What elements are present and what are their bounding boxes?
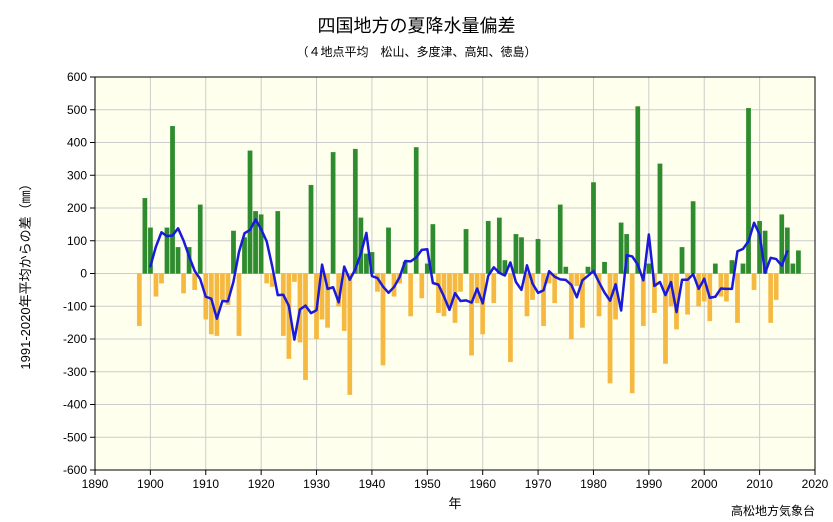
bar bbox=[486, 221, 490, 273]
x-tick-label: 1910 bbox=[192, 477, 219, 491]
bar bbox=[691, 201, 695, 273]
bar bbox=[303, 274, 307, 380]
bar bbox=[630, 274, 634, 394]
x-tick-label: 1890 bbox=[82, 477, 109, 491]
bar bbox=[436, 274, 440, 313]
bar bbox=[348, 274, 352, 395]
bar bbox=[264, 274, 268, 284]
x-tick-label: 1940 bbox=[359, 477, 386, 491]
bar bbox=[309, 185, 313, 273]
x-tick-label: 1950 bbox=[414, 477, 441, 491]
bar bbox=[713, 264, 717, 274]
chart-svg: 1890 1900 1910 1920 1930 1940 1950 1960 1970 1980… bbox=[0, 0, 833, 522]
x-tick-label: 2010 bbox=[746, 477, 773, 491]
bar bbox=[575, 274, 579, 286]
bar bbox=[608, 274, 612, 384]
y-axis-label: 1991-2020年平均からの差（㎜） bbox=[18, 177, 33, 369]
y-tick-label: -400 bbox=[63, 398, 87, 412]
bar bbox=[768, 274, 772, 323]
bar bbox=[154, 274, 158, 297]
bar bbox=[647, 264, 651, 274]
bar bbox=[176, 247, 180, 273]
bar bbox=[558, 205, 562, 274]
y-tick-label: 0 bbox=[80, 267, 87, 281]
bar bbox=[508, 274, 512, 362]
bar bbox=[198, 205, 202, 274]
bar bbox=[464, 229, 468, 273]
bar bbox=[276, 211, 280, 273]
bar bbox=[137, 274, 141, 326]
bar bbox=[159, 274, 163, 284]
bar bbox=[514, 234, 518, 273]
bar bbox=[735, 274, 739, 323]
y-tick-label: 500 bbox=[67, 103, 87, 117]
bar bbox=[386, 228, 390, 274]
bar bbox=[242, 237, 246, 273]
bar bbox=[591, 182, 595, 273]
bar bbox=[680, 247, 684, 273]
bar bbox=[215, 274, 219, 336]
x-tick-label: 1930 bbox=[303, 477, 330, 491]
bar bbox=[353, 149, 357, 273]
bar bbox=[536, 239, 540, 273]
bar bbox=[292, 274, 296, 282]
chart-title: 四国地方の夏降水量偏差 bbox=[318, 16, 516, 36]
bar bbox=[586, 267, 590, 274]
bar bbox=[564, 267, 568, 274]
bar bbox=[741, 264, 745, 274]
x-tick-label: 1980 bbox=[580, 477, 607, 491]
bar bbox=[192, 274, 196, 290]
bar bbox=[774, 274, 778, 300]
y-tick-label: -200 bbox=[63, 332, 87, 346]
y-tick-label: 300 bbox=[67, 168, 87, 182]
y-tick-label: -100 bbox=[63, 299, 87, 313]
bar bbox=[408, 274, 412, 317]
bar bbox=[143, 198, 147, 273]
bar bbox=[497, 218, 501, 274]
bar bbox=[492, 274, 496, 303]
bar bbox=[458, 274, 462, 292]
y-tick-label: -300 bbox=[63, 365, 87, 379]
x-tick-label: 1960 bbox=[469, 477, 496, 491]
bar bbox=[619, 223, 623, 274]
x-tick-label: 1920 bbox=[248, 477, 275, 491]
bar bbox=[469, 274, 473, 356]
bar bbox=[259, 215, 263, 274]
bar bbox=[331, 152, 335, 273]
bar bbox=[181, 274, 185, 294]
y-tick-label: 200 bbox=[67, 201, 87, 215]
chart-container: 1890 1900 1910 1920 1930 1940 1950 1960 1970 1980… bbox=[0, 0, 833, 522]
footer-text: 高松地方気象台 bbox=[731, 503, 815, 518]
x-axis-label: 年 bbox=[448, 496, 461, 511]
bar bbox=[752, 274, 756, 290]
y-tick-label: 400 bbox=[67, 136, 87, 150]
bar bbox=[364, 254, 368, 274]
x-tick-label: 2020 bbox=[802, 477, 829, 491]
bar bbox=[281, 274, 285, 336]
y-tick-label: -500 bbox=[63, 430, 87, 444]
bar bbox=[420, 274, 424, 299]
bar bbox=[519, 237, 523, 273]
x-tick-label: 1990 bbox=[635, 477, 662, 491]
x-tick-label: 1900 bbox=[137, 477, 164, 491]
bar bbox=[170, 126, 174, 273]
bar bbox=[791, 264, 795, 274]
bar bbox=[220, 274, 224, 300]
bar bbox=[602, 262, 606, 273]
y-tick-label: -600 bbox=[63, 463, 87, 477]
bar bbox=[724, 274, 728, 302]
bar bbox=[248, 151, 252, 274]
bar bbox=[658, 164, 662, 274]
bar bbox=[525, 274, 529, 317]
bar bbox=[796, 251, 800, 274]
y-tick-label: 600 bbox=[67, 70, 87, 84]
bar bbox=[636, 106, 640, 273]
y-tick-label: 100 bbox=[67, 234, 87, 248]
chart-subtitle: （４地点平均 松山、多度津、高知、徳島） bbox=[296, 44, 536, 59]
bar bbox=[237, 274, 241, 336]
x-tick-label: 2000 bbox=[691, 477, 718, 491]
x-tick-label: 1970 bbox=[525, 477, 552, 491]
bar bbox=[746, 108, 750, 273]
bar bbox=[663, 274, 667, 364]
